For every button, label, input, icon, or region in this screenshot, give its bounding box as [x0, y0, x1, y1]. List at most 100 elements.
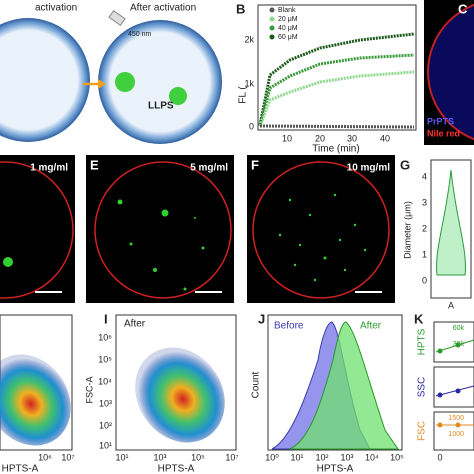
llps-label: LLPS — [148, 101, 174, 112]
panel-f: F 10 mg/ml — [247, 155, 395, 303]
x-tick: 10⁵ — [390, 452, 404, 462]
y-title: Diameter (μm) — [402, 201, 412, 259]
light-label: 450 nm — [128, 31, 152, 38]
concentration: 1 mg/ml — [30, 163, 68, 174]
axes — [433, 411, 474, 451]
legend-label: 20 μM — [278, 16, 298, 23]
y-tick: 10² — [99, 420, 112, 430]
legend-marker — [269, 25, 275, 31]
panel-label: I — [104, 311, 108, 326]
y-tick: 1000 — [448, 431, 464, 438]
density — [135, 347, 225, 443]
y-tick: 2 — [422, 223, 427, 233]
panel-c: C PrPTS Nile red — [424, 0, 474, 145]
x-tick: 10³ — [153, 452, 166, 462]
after-title: After activation — [130, 3, 196, 14]
y-tick: 4 — [422, 171, 427, 181]
y-tick: 3 — [422, 197, 427, 207]
x-tick: 10⁷ — [225, 452, 238, 462]
lamp — [108, 10, 126, 26]
curve — [258, 32, 415, 126]
y-tick: 1500 — [448, 415, 464, 422]
panel-a: activation After activation 450 nm LLPS — [0, 3, 222, 144]
x-title: HPTS-A — [317, 464, 354, 474]
micrograph — [0, 155, 75, 303]
droplets — [278, 193, 367, 282]
x-tick: 40 — [380, 133, 390, 143]
x-tick: 10¹ — [290, 452, 303, 462]
arrow-head — [98, 79, 106, 89]
legend-marker — [269, 16, 275, 22]
micrograph — [86, 155, 234, 303]
point — [437, 392, 443, 398]
y-tick: 2k — [244, 34, 254, 44]
row-title: HPTS — [417, 328, 428, 355]
legend-label: 40 μM — [278, 25, 298, 32]
y-tick: 0 — [422, 275, 427, 285]
legend-label: Blank — [278, 7, 296, 14]
axes — [267, 314, 403, 451]
x-title: Time (min) — [312, 144, 359, 155]
legend-label: Before — [274, 321, 304, 332]
condition: After — [124, 319, 146, 330]
x-tick: A — [448, 300, 454, 310]
panel-e: E 5 mg/ml — [86, 155, 234, 303]
vesicle — [252, 161, 390, 299]
curve — [259, 124, 415, 129]
y-tick: 10¹ — [99, 440, 112, 450]
x-tick: 10² — [315, 452, 328, 462]
droplet — [3, 257, 13, 267]
histogram-after — [289, 321, 399, 450]
vesicle — [0, 161, 74, 299]
axes — [0, 314, 73, 451]
legend-label: 60 μM — [278, 34, 298, 41]
x-tick: 10⁷ — [61, 452, 74, 462]
channel-label: PrPTS — [427, 116, 454, 126]
axes — [433, 366, 474, 408]
y-title: Count — [251, 371, 262, 398]
panel-i: I After 10⁶ 10⁵ 10⁴ 10³ 10² 10¹ FSC-A 10… — [84, 311, 238, 474]
y-tick: 10⁵ — [98, 354, 112, 364]
channel-label: Nile red — [427, 128, 460, 138]
vesicle — [427, 3, 474, 141]
panel-label: K — [414, 311, 424, 326]
legend-marker — [269, 7, 275, 13]
y-tick: 10⁴ — [98, 376, 112, 386]
row-title: FSC — [417, 421, 428, 441]
density — [0, 354, 71, 446]
panel-label: G — [400, 157, 410, 172]
y-title: FSC-A — [84, 377, 94, 404]
panel-label: E — [90, 157, 99, 172]
vesicle — [94, 161, 232, 299]
y-tick: 10⁶ — [98, 332, 112, 342]
y-tick: 10³ — [99, 398, 112, 408]
x-tick: 10³ — [340, 452, 353, 462]
concentration: 10 mg/ml — [347, 163, 391, 174]
y-title: FL ( — [238, 86, 249, 104]
panel-k: K HPTS 60k 30k SSC FSC 1500 1000 0 — [414, 311, 474, 462]
y-tick: 1 — [422, 249, 427, 259]
y-tick: 0 — [249, 121, 254, 131]
x-tick: 10⁵ — [191, 452, 205, 462]
x-tick: 10⁰ — [265, 452, 279, 462]
trend — [435, 339, 474, 353]
point — [455, 422, 461, 428]
violin — [436, 169, 466, 276]
point — [437, 422, 443, 428]
panel-label: C — [458, 1, 468, 16]
panel-j: J Before After Count 10⁰ 10¹ 10² 10³ 10⁴… — [251, 311, 404, 474]
panel-g: G 4 3 2 1 0 Diameter (μm) A — [400, 157, 472, 310]
panel-label: J — [258, 311, 265, 326]
panel-h: 10⁶ 10⁷ HPTS-A — [0, 314, 75, 474]
x-title: HPTS-A — [158, 464, 195, 474]
x-tick: 10⁴ — [365, 452, 379, 462]
y-tick: 30k — [453, 341, 465, 348]
x-title: HPTS-A — [2, 464, 39, 474]
concentration: 5 mg/ml — [190, 163, 228, 174]
panel-label: B — [236, 1, 245, 16]
legend-label: After — [360, 321, 382, 332]
y-tick: 60k — [453, 325, 465, 332]
point — [455, 388, 461, 394]
legend-marker — [269, 34, 275, 40]
